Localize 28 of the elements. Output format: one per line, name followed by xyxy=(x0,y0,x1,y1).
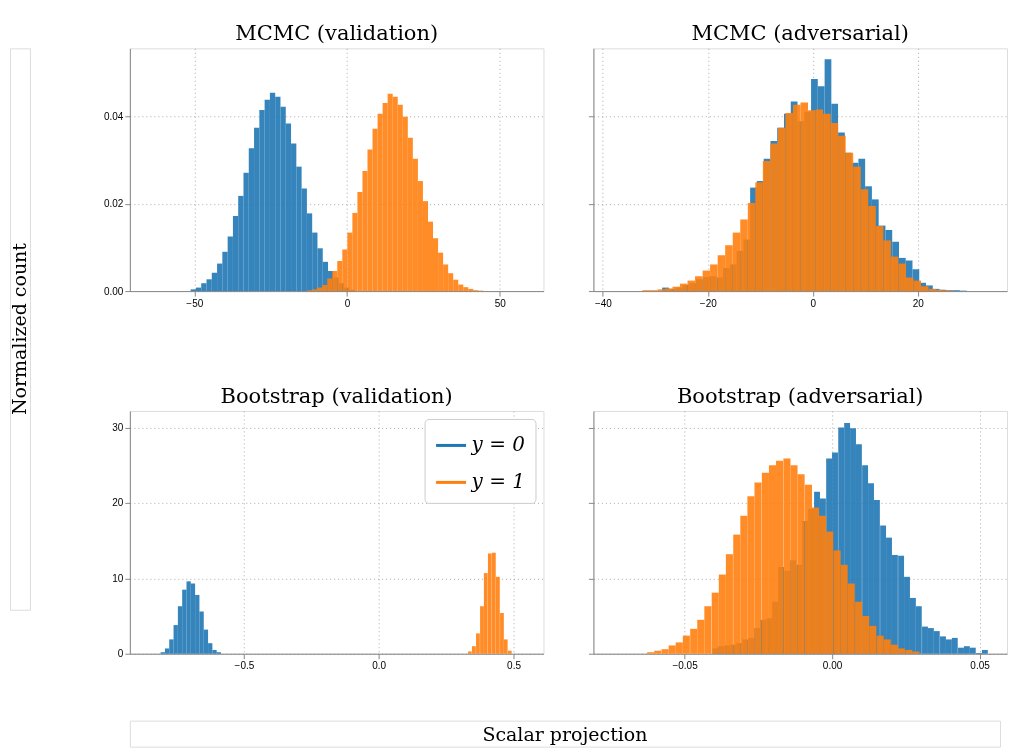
y-axis-title: Normalized count xyxy=(7,242,30,416)
x-tick-label: 0 xyxy=(344,297,351,309)
x-axis-title: Scalar projection xyxy=(482,722,648,745)
x-tick-label: −50 xyxy=(186,297,204,309)
y-tick-label: 20 xyxy=(112,497,124,509)
x-tick-label: 50 xyxy=(494,297,507,309)
chart-title: Bootstrap (adversarial) xyxy=(676,383,924,408)
y-tick-label: 0 xyxy=(117,648,124,660)
x-tick-label: 0.05 xyxy=(970,660,991,672)
y-tick-label: 0.02 xyxy=(103,198,124,210)
y-tick-label: 30 xyxy=(112,422,124,434)
x-tick-label: 0.0 xyxy=(372,660,387,672)
x-tick-label: 20 xyxy=(912,297,925,309)
legend-label: y = 1 xyxy=(470,469,525,494)
y-tick-label: 0.00 xyxy=(103,285,124,297)
x-tick-label: 0 xyxy=(810,297,817,309)
y-tick-label: 10 xyxy=(112,572,124,584)
x-tick-label: −20 xyxy=(699,297,718,309)
chart-title: MCMC (adversarial) xyxy=(691,21,909,46)
y-tick-label: 0.04 xyxy=(103,110,124,122)
x-tick-label: −0.5 xyxy=(234,660,255,672)
x-tick-label: 0.5 xyxy=(507,660,522,672)
x-tick-label: 0.00 xyxy=(822,660,843,672)
chart-title: Bootstrap (validation) xyxy=(220,383,453,408)
legend-label: y = 0 xyxy=(470,432,526,457)
x-tick-label: −0.05 xyxy=(672,660,699,672)
x-tick-label: −40 xyxy=(594,297,613,309)
chart-title: MCMC (validation) xyxy=(235,21,439,46)
